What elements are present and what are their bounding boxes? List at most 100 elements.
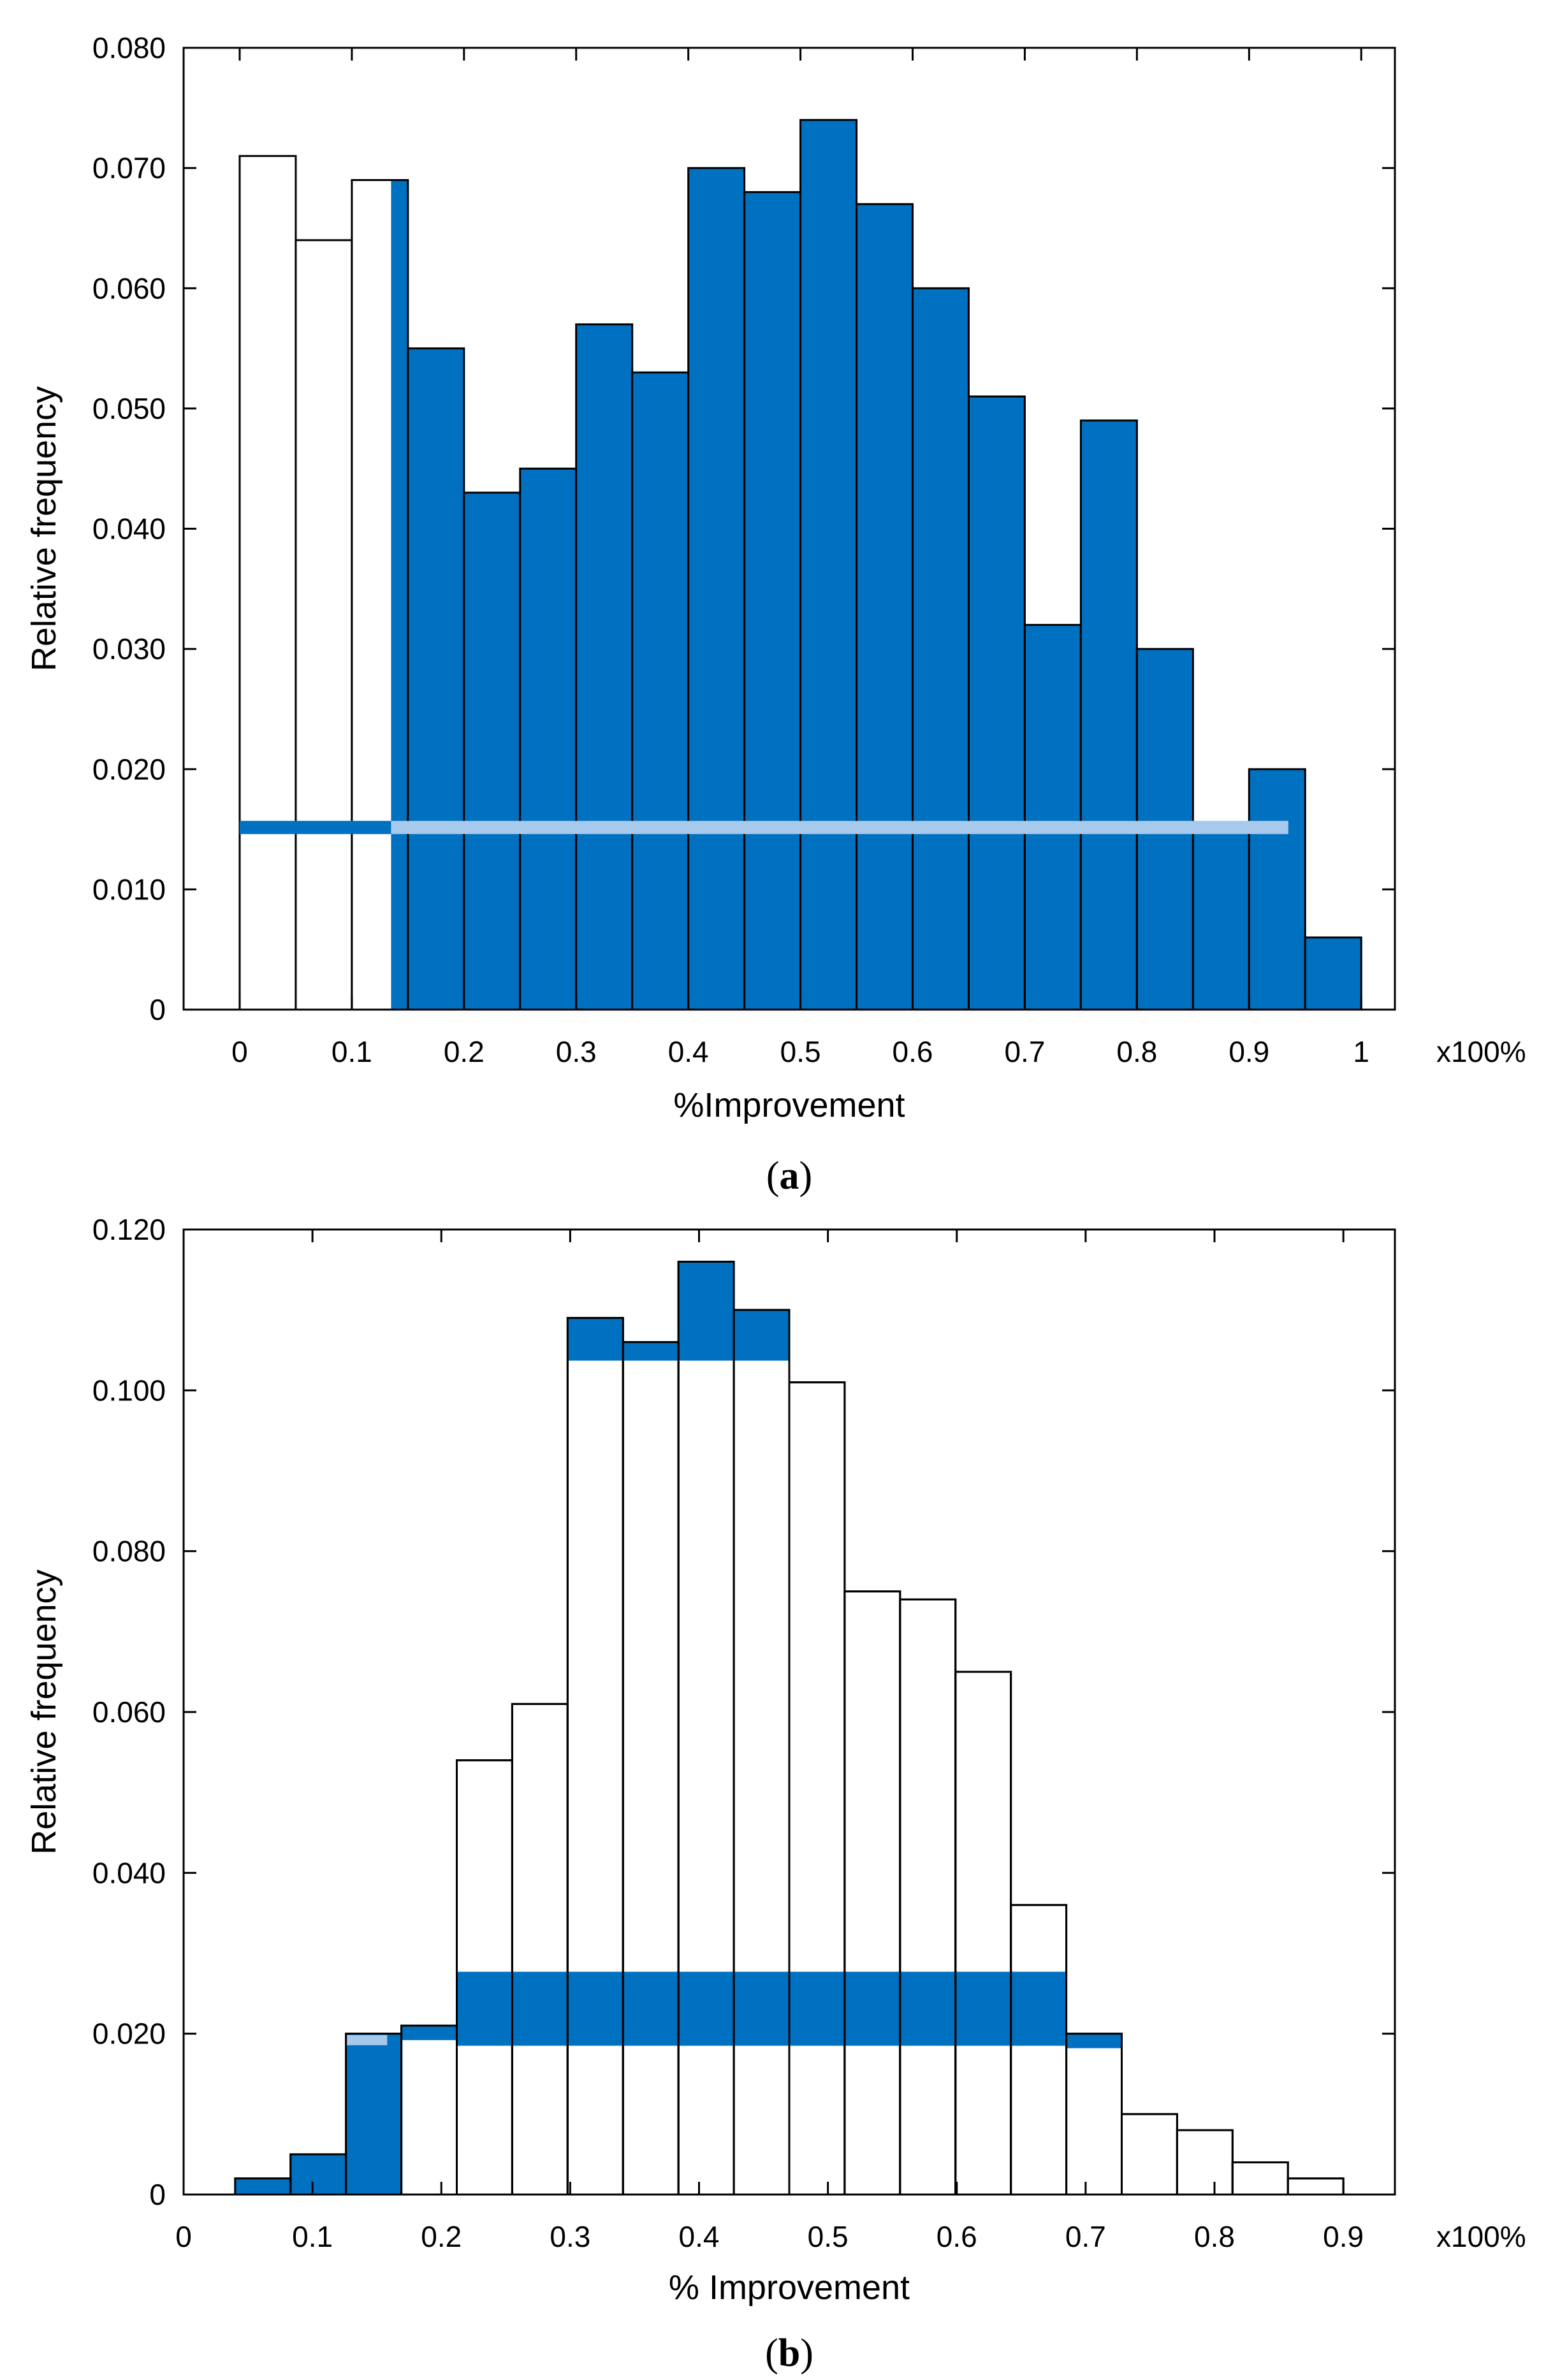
histogram-bar-base (1010, 1905, 1067, 2195)
x-tick-label: 0.6 (937, 2220, 977, 2253)
caption-close: ) (799, 1154, 813, 1198)
x-axis-title: % Improvement (669, 2268, 910, 2307)
histogram-bar (407, 347, 465, 1011)
histogram-bar-base (401, 2026, 457, 2195)
y-tick-group: 0 0.010 0.020 0.030 0.040 0.050 0.060 0.070 0.08… (92, 31, 1395, 1026)
histogram-bar-filled-part (391, 180, 408, 1010)
histogram-bar (631, 371, 690, 1011)
band-light-segment (391, 820, 1288, 834)
histogram-bar-top-fill (567, 1317, 623, 1361)
y-tick-label: 0.040 (92, 1856, 166, 1889)
x-tick-label: 0 (175, 2220, 192, 2253)
histogram-bar-base (1177, 2130, 1233, 2195)
y-tick-label: 0.030 (92, 632, 166, 665)
histogram-bar (1304, 936, 1362, 1011)
histogram-bar-base (844, 1591, 900, 2195)
x-axis-unit: x100% (1436, 1035, 1526, 1068)
x-tick-label: 1 (1353, 1035, 1369, 1068)
histogram-bar (856, 203, 914, 1011)
x-tick-label: 0.7 (1004, 1035, 1045, 1068)
band-segment (567, 1971, 623, 2046)
histogram-bar-base (1232, 2162, 1288, 2195)
x-tick-label: 0.1 (292, 2220, 333, 2253)
histogram-bar (1079, 419, 1138, 1011)
y-tick-label: 0.080 (92, 1535, 166, 1568)
x-axis-title: %Improvement (673, 1086, 905, 1124)
histogram-bar-base (1121, 2114, 1178, 2195)
histogram-bar (967, 395, 1026, 1011)
band-segment (456, 1971, 513, 2046)
overlay-group (234, 1260, 1345, 2196)
x-tick-label: 0.9 (1323, 2220, 1364, 2253)
y-tick-label: 0.020 (92, 753, 166, 786)
x-tick-label: 0.8 (1116, 1035, 1157, 1068)
y-tick-label: 0.060 (92, 272, 166, 305)
x-tick-label: 0.6 (893, 1035, 933, 1068)
x-tick-label: 0 (231, 1035, 248, 1068)
histogram-bar-top-fill (678, 1261, 734, 1361)
y-tick-label: 0.060 (92, 1695, 166, 1729)
x-axis-unit: x100% (1436, 2220, 1526, 2253)
band-segment (623, 1971, 679, 2046)
histogram-bar-top-fill (401, 2026, 457, 2040)
histogram-bar (743, 191, 802, 1011)
histogram-bar-fill (290, 2154, 346, 2195)
histogram-bar-base (789, 1382, 845, 2195)
y-tick-label: 0.100 (92, 1374, 166, 1407)
band-segment (900, 1971, 956, 2046)
x-tick-label: 0.1 (332, 1035, 372, 1068)
histogram-bar (799, 119, 858, 1011)
histogram-bar-fill (346, 2033, 402, 2195)
y-tick-label: 0.040 (92, 512, 166, 546)
histogram-bar (687, 167, 746, 1011)
histogram-bar-top-fill (623, 1342, 679, 1361)
histogram-bar (575, 323, 634, 1011)
histogram-bar-base (678, 1261, 734, 2195)
y-tick-label: 0.010 (92, 873, 166, 906)
histogram-bar-unfilled-part (351, 180, 391, 1010)
histogram-bar-base (512, 1704, 568, 2195)
histogram-bar-top-fill (734, 1310, 789, 1361)
x-tick-label: 0.4 (668, 1035, 709, 1068)
histogram-bar-top-fill (1066, 2033, 1122, 2049)
light-segment (346, 2035, 388, 2045)
caption-open: ( (766, 1154, 780, 1198)
y-tick-label: 0.120 (92, 1213, 166, 1246)
histogram-bar-base (955, 1671, 1011, 2195)
x-tick-label: 0.2 (421, 2220, 462, 2253)
caption-letter: b (778, 2332, 800, 2375)
histogram-bar (238, 155, 297, 1011)
histogram-bar (1192, 828, 1250, 1011)
x-tick-label: 0.9 (1229, 1035, 1269, 1068)
caption-open: ( (765, 2332, 778, 2375)
band-segment (789, 1971, 845, 2046)
y-tick-label: 0.020 (92, 2017, 166, 2050)
x-tick-label: 0.3 (556, 1035, 597, 1068)
x-tick-label: 0.5 (808, 2220, 849, 2253)
x-tick-label: 0.3 (550, 2220, 590, 2253)
band-segment (512, 1971, 568, 2046)
histogram-bar (1248, 768, 1306, 1011)
bars-group (238, 119, 1362, 1011)
y-tick-label: 0 (149, 993, 166, 1026)
panel-caption: (a) (766, 1154, 812, 1198)
x-tick-label: 0.4 (679, 2220, 720, 2253)
x-tick-label: 0.8 (1194, 2220, 1235, 2253)
histogram-panel-a: 0 0.1 0.2 0.3 0.4 0.5 0.6 0.7 0.8 0.9 1 0 0.010 0.02… (25, 31, 1526, 1198)
band-segment (955, 1971, 1011, 2046)
band-segment (678, 1971, 734, 2046)
y-axis-title: Relative frequency (25, 386, 63, 671)
y-tick-label: 0.080 (92, 31, 166, 64)
histogram-bar-base (1288, 2178, 1344, 2195)
histogram-bar (1023, 623, 1082, 1011)
histogram-bar (519, 467, 578, 1011)
histogram-bar-fill (235, 2178, 291, 2195)
histogram-panel-b: 0 0.1 0.2 0.3 0.4 0.5 0.6 0.7 0.8 0.9 0 0.020 0.040… (25, 1213, 1526, 2375)
histogram-bar-base (900, 1599, 956, 2195)
y-axis-title: Relative frequency (25, 1569, 63, 1854)
x-tick-group: 0 0.1 0.2 0.3 0.4 0.5 0.6 0.7 0.8 0.9 1 (231, 48, 1369, 1068)
histogram-bar-base (567, 1317, 623, 2195)
y-tick-group: 0 0.020 0.040 0.060 0.080 0.100 0.120 (92, 1213, 1395, 2211)
band-segment (1010, 1971, 1067, 2046)
